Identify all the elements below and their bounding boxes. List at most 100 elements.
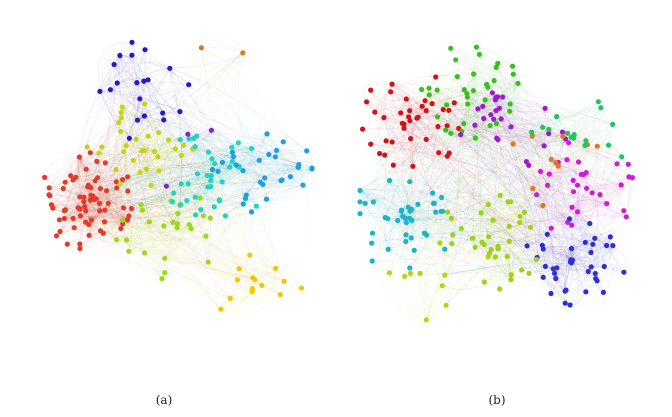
graph-edge — [126, 223, 178, 244]
graph-edge — [359, 133, 451, 191]
graph-edge — [384, 210, 411, 250]
graph-node — [566, 140, 572, 146]
graph-edge — [509, 240, 522, 280]
graph-edge — [484, 233, 490, 245]
graph-node — [304, 148, 310, 154]
graph-edge — [86, 146, 178, 214]
graph-edge — [449, 144, 588, 154]
graph-edge — [142, 166, 240, 211]
graph-node — [86, 222, 92, 228]
graph-edge — [51, 196, 180, 206]
graph-node — [125, 188, 131, 194]
graph-edge — [268, 148, 299, 168]
graph-node — [114, 80, 120, 86]
graph-edge — [388, 197, 442, 250]
graph-edge — [166, 185, 220, 201]
graph-edge — [359, 184, 509, 203]
graph-edge — [137, 111, 180, 121]
graph-edge — [496, 123, 592, 253]
graph-edge — [56, 212, 128, 237]
graph-edge — [444, 165, 559, 276]
graph-edge — [79, 208, 285, 282]
graph-edge — [104, 203, 113, 220]
graph-edge — [507, 201, 516, 280]
graph-node — [119, 104, 125, 110]
graph-edge — [437, 94, 468, 127]
graph-edge — [134, 139, 171, 202]
graph-edge — [473, 73, 520, 223]
graph-edge — [472, 73, 500, 290]
graph-edge — [80, 215, 276, 269]
graph-edge — [129, 138, 263, 286]
graph-edge — [405, 80, 495, 236]
graph-edge — [125, 127, 169, 146]
graph-edge — [401, 110, 418, 212]
graph-edge — [450, 133, 607, 204]
graph-edge — [543, 245, 613, 250]
graph-node — [194, 133, 200, 139]
graph-edge — [386, 210, 411, 250]
graph-edge — [157, 139, 187, 158]
graph-edge — [594, 238, 615, 293]
graph-edge — [79, 156, 82, 245]
graph-edge — [554, 259, 577, 276]
graph-edge — [126, 145, 193, 152]
graph-edge — [48, 150, 277, 195]
graph-edge — [113, 64, 163, 114]
graph-edge — [79, 156, 110, 204]
graph-edge — [446, 104, 476, 139]
graph-edge — [506, 233, 548, 257]
graph-edge — [126, 145, 252, 153]
graph-node — [192, 144, 198, 150]
graph-edge — [432, 191, 590, 224]
graph-node — [85, 182, 91, 188]
graph-edge — [484, 239, 510, 258]
graph-edge — [125, 145, 176, 156]
graph-edge — [359, 102, 455, 214]
graph-edge — [187, 155, 234, 184]
graph-node — [185, 131, 191, 137]
graph-edge — [126, 222, 174, 241]
graph-edge — [128, 203, 244, 252]
graph-edge — [419, 273, 447, 308]
graph-edge — [547, 234, 625, 273]
graph-edge — [170, 171, 219, 202]
graph-node — [476, 51, 482, 57]
graph-edge — [121, 117, 247, 196]
graph-node — [362, 200, 368, 206]
graph-edge — [374, 106, 423, 117]
graph-node — [402, 215, 408, 221]
graph-edge — [405, 123, 497, 236]
graph-edge — [64, 68, 171, 211]
graph-edge — [426, 116, 557, 140]
graph-edge — [379, 101, 599, 155]
graph-edge — [543, 245, 592, 253]
graph-edge — [499, 279, 520, 294]
graph-node — [568, 257, 574, 263]
graph-edge — [101, 146, 211, 187]
graph-edge — [133, 49, 146, 121]
graph-node — [77, 206, 83, 212]
graph-node — [178, 181, 184, 187]
graph-edge — [451, 207, 531, 228]
graph-edge — [404, 245, 613, 277]
graph-edge — [75, 167, 213, 178]
graph-edge — [197, 147, 252, 174]
graph-edge — [512, 143, 598, 155]
graph-edge — [131, 42, 150, 222]
graph-node — [407, 179, 413, 185]
graph-edge — [475, 111, 510, 139]
graph-edge — [99, 55, 133, 212]
graph-edge — [550, 138, 566, 229]
graph-edge — [393, 164, 571, 306]
graph-node — [545, 182, 551, 188]
graph-edge — [90, 133, 189, 196]
graph-edge — [385, 141, 412, 239]
graph-edge — [135, 68, 173, 140]
graph-edge — [188, 138, 240, 167]
graph-node — [493, 120, 499, 127]
graph-node — [515, 80, 521, 86]
graph-edge — [389, 272, 427, 320]
graph-node — [395, 218, 401, 224]
graph-edge — [169, 68, 223, 182]
